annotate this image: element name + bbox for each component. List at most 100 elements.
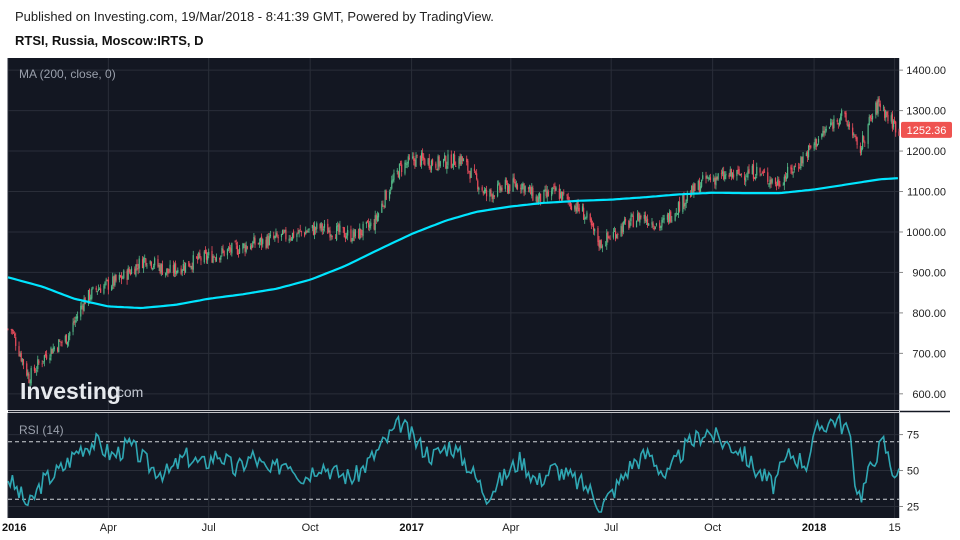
candle-body <box>454 154 456 165</box>
candle-body <box>651 222 653 225</box>
candle-body <box>145 258 147 266</box>
candle-body <box>343 227 345 238</box>
candle-body <box>291 232 294 240</box>
candle-body <box>862 135 864 149</box>
candle-body <box>817 138 820 143</box>
candle-body <box>701 179 703 187</box>
price-tick-label: 1200.00 <box>906 146 946 158</box>
candle-body <box>821 134 823 138</box>
price-pane[interactable] <box>8 58 899 410</box>
candle-body <box>407 156 409 164</box>
candle-body <box>729 169 731 177</box>
candle-body <box>290 238 292 240</box>
candle-body <box>825 128 827 131</box>
candle-body <box>882 107 885 109</box>
candle-body <box>585 216 587 218</box>
candle-body <box>184 262 187 273</box>
candle-body <box>399 163 402 164</box>
candle-body <box>384 190 386 208</box>
candle-body <box>678 201 681 212</box>
candle-body <box>151 268 154 269</box>
candle-body <box>524 186 526 192</box>
candle-body <box>856 137 858 145</box>
candle-body <box>405 163 407 165</box>
candle-body <box>837 123 839 125</box>
candle-body <box>609 238 611 240</box>
candle-body <box>165 272 167 276</box>
candle-body <box>504 179 506 189</box>
candle-body <box>617 233 619 235</box>
candle-body <box>801 157 803 164</box>
candle-body <box>358 229 360 239</box>
candle-body <box>578 207 580 212</box>
candle-body <box>27 373 29 376</box>
candle-body <box>597 228 599 242</box>
candle-body <box>152 265 155 268</box>
candle-body <box>732 174 735 178</box>
candle-body <box>130 268 133 274</box>
candle-body <box>744 176 746 181</box>
investing-watermark: Investing .com <box>20 378 143 404</box>
candle-body <box>613 230 616 232</box>
candle-body <box>160 264 162 273</box>
candle-body <box>105 279 107 281</box>
candle-body <box>871 115 874 120</box>
candle-body <box>189 266 191 268</box>
candle-body <box>223 250 225 256</box>
candle-body <box>44 353 47 356</box>
candle-body <box>53 347 55 350</box>
candle-body <box>809 145 811 148</box>
candle-body <box>298 229 300 234</box>
candle-body <box>100 288 102 293</box>
candle-body <box>22 359 25 365</box>
candle-body <box>723 171 725 180</box>
candle-body <box>123 270 125 279</box>
price-tick-label: 600.00 <box>912 389 946 401</box>
candle-body <box>150 261 152 268</box>
candle-body <box>523 183 525 194</box>
candle-body <box>451 166 453 168</box>
candle-body <box>262 239 264 244</box>
candle-body <box>134 268 136 275</box>
candle-body <box>74 320 76 323</box>
candle-body <box>728 174 730 178</box>
candle-body <box>509 184 511 192</box>
candle-body <box>467 160 469 171</box>
candle-body <box>691 185 693 196</box>
watermark-text: Investing <box>20 378 121 404</box>
candle-body <box>136 263 138 267</box>
candle-body <box>527 187 530 189</box>
candle-body <box>491 194 493 199</box>
candle-body <box>175 263 177 274</box>
candle-body <box>82 306 84 310</box>
candle-body <box>791 167 793 174</box>
candle-body <box>429 166 431 169</box>
rsi-pane[interactable] <box>8 413 899 518</box>
price-gridlines <box>7 58 899 410</box>
candle-body <box>793 166 795 171</box>
candle-body <box>779 184 781 187</box>
candle-body <box>320 222 322 229</box>
candle-body <box>173 264 176 274</box>
candle-body <box>396 170 398 172</box>
candle-body <box>577 200 579 209</box>
candle-body <box>756 166 758 176</box>
candle-body <box>878 98 880 103</box>
candle-body <box>794 166 796 168</box>
candle-body <box>515 183 517 188</box>
candle-body <box>416 154 418 156</box>
candle-body <box>669 211 671 222</box>
candle-body <box>777 180 779 185</box>
candle-body <box>493 195 495 198</box>
candle-body <box>34 371 37 373</box>
candle-body <box>431 159 434 165</box>
candle-body <box>204 249 206 253</box>
candle-body <box>460 155 462 165</box>
candle-body <box>730 169 732 177</box>
candle-body <box>59 341 61 342</box>
candle-body <box>258 242 261 245</box>
candle-body <box>567 196 569 200</box>
candle-body <box>717 173 719 180</box>
candle-body <box>841 110 843 116</box>
